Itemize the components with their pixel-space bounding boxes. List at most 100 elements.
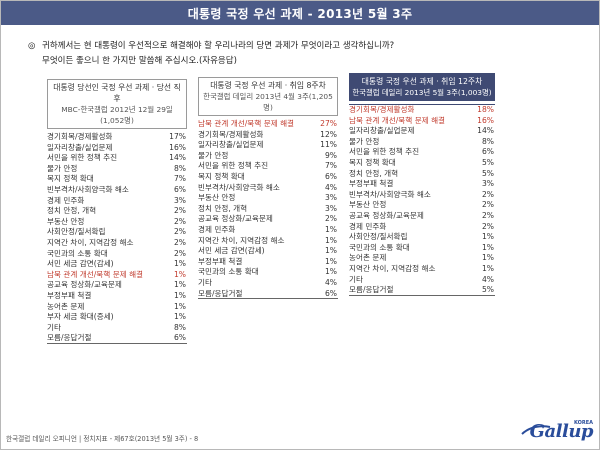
item-value: 1%	[481, 263, 494, 273]
item-value: 5%	[481, 157, 494, 167]
item-value: 2%	[481, 221, 494, 231]
item-value: 16%	[477, 115, 494, 125]
item-label: 복지 정책 확대	[349, 157, 396, 167]
list-item: 경제 민주화 1%	[198, 225, 338, 236]
list-item: 부정부패 척결 3%	[349, 179, 495, 190]
item-label: 사회안정/질서확립	[47, 227, 106, 237]
result-list: 남북 관계 개선/북핵 문제 해결 27% 경기회복/경제활성화 12% 일자리창출/실…	[198, 119, 338, 300]
result-list: 경기회복/경제활성화 17% 일자리창출/실업문제 16% 서민을 위한 정책 추진 14…	[47, 132, 187, 344]
item-label: 남북 관계 개선/북핵 문제 해결	[198, 119, 295, 128]
list-item: 물가 안정 8%	[47, 164, 187, 175]
item-value: 1%	[481, 242, 494, 252]
column-header-title: 대통령 국정 우선 과제 · 취임 12주차	[361, 77, 483, 86]
item-value: 8%	[481, 136, 494, 146]
footer-text: 한국갤럽 데일리 오피니언 | 정치지표 - 제67호(2013년 5월 3주)…	[6, 435, 199, 443]
item-label: 모름/응답거절	[198, 288, 243, 298]
item-value: 2%	[481, 210, 494, 220]
item-label: 공교육 정상화/교육문제	[349, 210, 424, 220]
item-value: 16%	[169, 142, 186, 152]
item-value: 6%	[324, 288, 337, 298]
list-item: 일자리창출/실업문제 11%	[198, 140, 338, 151]
list-item: 복지 정책 확대 6%	[198, 172, 338, 183]
list-item: 일자리창출/실업문제 14%	[349, 126, 495, 137]
list-item: 경기회복/경제활성화 17%	[47, 132, 187, 143]
list-item: 남북 관계 개선/북핵 문제 해결 16%	[349, 116, 495, 127]
list-item: 지역간 차이, 지역감정 해소 1%	[349, 264, 495, 275]
item-label: 서민 세금 감면(감세)	[47, 259, 114, 269]
list-item: 정치 안정, 개혁 2%	[47, 206, 187, 217]
list-item: 물가 안정 8%	[349, 137, 495, 148]
list-item: 부동산 안정 2%	[349, 200, 495, 211]
item-label: 지역간 차이, 지역감정 해소	[198, 235, 285, 245]
question-line-1: ◎ 귀하께서는 현 대통령이 우선적으로 해결해야 할 우리나라의 당면 과제가 …	[28, 39, 568, 54]
item-label: 정치 안정, 개혁	[47, 206, 97, 216]
item-label: 물가 안정	[349, 136, 380, 146]
item-label: 기타	[349, 274, 363, 284]
item-value: 9%	[324, 150, 337, 160]
item-label: 일자리창출/실업문제	[47, 142, 113, 152]
question-marker-icon: ◎	[28, 41, 36, 51]
item-label: 복지 정책 확대	[198, 171, 245, 181]
item-label: 경제 민주화	[198, 224, 236, 234]
item-value: 2%	[173, 206, 186, 216]
item-value: 4%	[481, 274, 494, 284]
list-item: 기타 4%	[349, 275, 495, 286]
list-item: 기타 4%	[198, 278, 338, 289]
item-value: 1%	[173, 280, 186, 290]
item-label: 모름/응답거절	[349, 285, 394, 295]
item-value: 1%	[173, 301, 186, 311]
item-label: 물가 안정	[47, 163, 78, 173]
item-label: 복지 정책 확대	[47, 174, 94, 184]
list-item: 경제 민주화 3%	[47, 196, 187, 207]
item-value: 1%	[324, 256, 337, 266]
item-label: 국민과의 소통 확대	[47, 248, 108, 258]
list-item: 서민을 위한 정책 추진 14%	[47, 153, 187, 164]
item-label: 남북 관계 개선/북핵 문제 해결	[349, 115, 446, 125]
list-item: 국민과의 소통 확대 1%	[198, 267, 338, 278]
item-label: 부동산 안정	[47, 216, 85, 226]
list-item: 부동산 안정 2%	[47, 217, 187, 228]
item-value: 1%	[324, 267, 337, 277]
column-week8: 대통령 국정 우선 과제 · 취임 8주차 한국갤럽 데일리 2013년 4월 …	[198, 77, 338, 300]
item-value: 1%	[324, 224, 337, 234]
item-value: 1%	[324, 246, 337, 256]
item-value: 14%	[477, 126, 494, 136]
item-value: 27%	[320, 119, 337, 128]
item-value: 1%	[481, 232, 494, 242]
item-label: 국민과의 소통 확대	[349, 242, 410, 252]
item-label: 지역간 차이, 지역감정 해소	[349, 263, 436, 273]
logo-swoosh-icon	[521, 425, 551, 435]
list-item: 농어촌 문제 1%	[349, 253, 495, 264]
list-item: 서민 세금 감면(감세) 1%	[198, 246, 338, 257]
item-value: 18%	[477, 105, 494, 114]
page-title: 대통령 국정 우선 과제 - 2013년 5월 3주	[1, 1, 599, 25]
item-value: 2%	[481, 189, 494, 199]
column-header-source: MBC-한국갤럽 2012년 12월 29일(1,052명)	[61, 105, 173, 125]
item-value: 1%	[173, 269, 186, 279]
item-value: 6%	[481, 147, 494, 157]
question-text-1: 귀하께서는 현 대통령이 우선적으로 해결해야 할 우리나라의 당면 과제가 무…	[42, 41, 395, 51]
item-value: 3%	[324, 193, 337, 203]
list-item: 정치 안정, 개혁 3%	[198, 204, 338, 215]
item-value: 6%	[173, 184, 186, 194]
item-label: 정치 안정, 개혁	[198, 203, 248, 213]
logo-brand-text: Gallup	[529, 421, 594, 442]
logo-korea-text: KOREA	[573, 420, 593, 426]
list-item: 모름/응답거절 6%	[47, 333, 187, 344]
item-label: 기타	[198, 277, 212, 287]
item-label: 경제 민주화	[349, 221, 387, 231]
item-value: 2%	[324, 214, 337, 224]
list-item: 경기회복/경제활성화 18%	[349, 105, 495, 116]
item-value: 3%	[173, 195, 186, 205]
item-label: 빈부격차/사회양극화 해소	[198, 182, 280, 192]
item-value: 3%	[324, 203, 337, 213]
item-label: 경제 민주화	[47, 195, 85, 205]
item-value: 2%	[173, 248, 186, 258]
list-item: 경제 민주화 2%	[349, 222, 495, 233]
item-label: 공교육 정상화/교육문제	[198, 214, 273, 224]
item-label: 지역간 차이, 지역감정 해소	[47, 237, 134, 247]
item-value: 1%	[173, 290, 186, 300]
list-item: 빈부격차/사회양극화 해소 4%	[198, 183, 338, 194]
item-value: 14%	[169, 153, 186, 163]
item-value: 2%	[173, 227, 186, 237]
